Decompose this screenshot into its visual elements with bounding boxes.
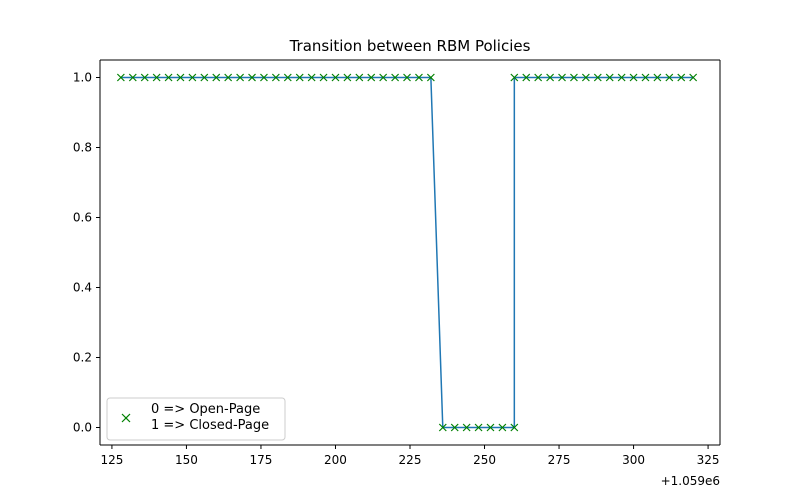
- data-point-marker: [164, 73, 173, 82]
- legend-frame: [106, 397, 286, 441]
- data-point-marker: [200, 73, 209, 82]
- data-point-marker: [248, 73, 256, 82]
- data-point-marker: [224, 73, 233, 82]
- y-tick-label: 0.2: [73, 351, 92, 365]
- data-point-marker: [271, 73, 280, 82]
- data-point-marker: [367, 73, 376, 82]
- data-point-marker: [522, 73, 531, 82]
- plot-area: 125 150 175 200 225 250 275 300 325 0.0 0.2 0.4 0.6 0…: [73, 59, 721, 467]
- data-point-marker: [307, 73, 316, 82]
- data-point-marker: [677, 73, 686, 82]
- data-point-marker: [605, 73, 614, 82]
- x-tick-label: 125: [100, 453, 123, 467]
- data-point-marker: [331, 73, 340, 82]
- data-point-marker: [534, 73, 543, 82]
- legend-marker: [121, 413, 131, 423]
- data-point-marker: [152, 73, 161, 82]
- data-point-marker: [283, 73, 292, 82]
- x-axis-offset-label: +1.059e6: [661, 474, 720, 488]
- data-point-marker: [617, 73, 626, 82]
- data-point-marker: [319, 73, 328, 82]
- data-point-marker: [128, 73, 137, 82]
- data-point-marker: [379, 73, 388, 82]
- data-point-marker: [689, 73, 698, 82]
- data-point-marker: [438, 423, 447, 432]
- data-point-marker: [593, 73, 602, 82]
- data-point-marker: [355, 73, 364, 82]
- x-tick-label: 325: [697, 453, 720, 467]
- data-point-marker: [140, 73, 149, 82]
- x-tick-label: 300: [622, 453, 645, 467]
- data-point-marker: [546, 73, 555, 82]
- data-point-marker: [450, 423, 459, 432]
- legend: 0 => Open-Page 1 => Closed-Page: [106, 397, 286, 441]
- legend-label-closed-page: 1 => Closed-Page: [151, 418, 269, 433]
- data-point-marker: [236, 73, 245, 82]
- data-point-marker: [653, 73, 662, 82]
- data-point-marker: [188, 73, 197, 82]
- x-tick-label: 250: [473, 453, 496, 467]
- data-point-marker: [486, 423, 495, 432]
- data-point-marker: [570, 73, 578, 82]
- data-point-marker: [343, 73, 352, 82]
- y-tick-label: 0.6: [73, 211, 92, 225]
- data-point-marker: [462, 423, 471, 432]
- x-tick-label: 200: [324, 453, 347, 467]
- data-point-marker: [391, 73, 400, 82]
- y-tick-label: 0.4: [73, 281, 92, 295]
- data-point-marker: [498, 423, 507, 432]
- data-point-marker: [176, 73, 185, 82]
- chart-title: Transition between RBM Policies: [289, 37, 531, 55]
- data-point-marker: [558, 73, 566, 82]
- y-tick-label: 1.0: [73, 71, 92, 85]
- legend-label-open-page: 0 => Open-Page: [151, 402, 260, 417]
- series-line: [120, 76, 694, 429]
- data-point-marker: [403, 73, 411, 82]
- x-tick-label: 150: [175, 453, 198, 467]
- y-tick-label: 0.0: [73, 421, 92, 435]
- data-point-marker: [415, 73, 423, 82]
- data-point-marker: [629, 73, 638, 82]
- x-tick-label: 175: [250, 453, 273, 467]
- data-point-marker: [212, 73, 221, 82]
- y-tick-label: 0.8: [73, 141, 92, 155]
- data-point-marker: [116, 73, 125, 82]
- data-point-marker: [510, 423, 519, 432]
- x-tick-label: 275: [548, 453, 571, 467]
- data-point-marker: [641, 73, 650, 82]
- data-point-marker: [665, 73, 674, 82]
- data-point-marker: [474, 423, 483, 432]
- data-point-marker: [260, 73, 268, 82]
- x-tick-label: 225: [399, 453, 422, 467]
- data-point-marker: [581, 73, 590, 82]
- data-point-marker: [426, 73, 435, 82]
- data-point-marker: [295, 73, 304, 82]
- data-point-marker: [510, 73, 519, 82]
